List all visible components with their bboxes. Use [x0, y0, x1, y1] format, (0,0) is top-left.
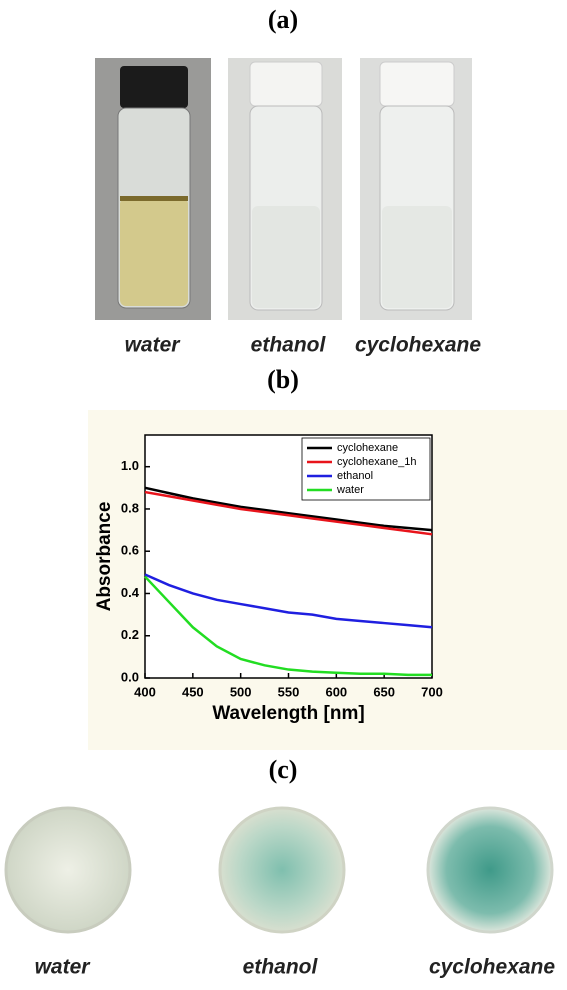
- x-tick-label: 450: [182, 684, 204, 699]
- x-tick-label: 700: [421, 684, 443, 699]
- y-tick-label: 0.4: [121, 585, 140, 600]
- panel-label: (b): [267, 365, 299, 394]
- legend-label: cyclohexane_1h: [337, 456, 417, 468]
- vial-photo: [360, 58, 472, 320]
- y-tick-label: 0.8: [121, 500, 139, 515]
- vial-label: cyclohexane: [355, 334, 481, 357]
- y-tick-label: 0.2: [121, 627, 139, 642]
- y-tick-label: 0.0: [121, 669, 139, 684]
- legend-label: ethanol: [337, 470, 373, 482]
- x-tick-label: 500: [230, 684, 252, 699]
- x-tick-label: 650: [373, 684, 395, 699]
- vial-label: water: [125, 334, 182, 357]
- panel-label: (a): [268, 5, 298, 34]
- dish-label: cyclohexane: [429, 956, 555, 979]
- dish-label: ethanol: [243, 956, 319, 979]
- vial-photo: [95, 58, 211, 320]
- figure: (a) water ethanol cyclohexane (b) 0.0 0.2…: [0, 0, 567, 990]
- vial-photo: [228, 58, 342, 320]
- dish-label: water: [35, 956, 92, 979]
- panel-label: (c): [269, 755, 298, 784]
- y-tick-label: 1.0: [121, 458, 139, 473]
- x-axis-label: Wavelength [nm]: [212, 703, 364, 724]
- x-tick-label: 550: [278, 684, 300, 699]
- y-axis-label: Absorbance: [94, 502, 115, 612]
- dish-photo: [6, 808, 130, 932]
- legend-label: cyclohexane: [337, 442, 398, 454]
- dish-photo: [428, 808, 552, 932]
- x-tick-label: 400: [134, 684, 156, 699]
- x-tick-label: 600: [325, 684, 347, 699]
- dish-photo: [220, 808, 344, 932]
- legend-label: water: [336, 484, 364, 496]
- vial-label: ethanol: [251, 334, 327, 357]
- y-tick-label: 0.6: [121, 543, 139, 558]
